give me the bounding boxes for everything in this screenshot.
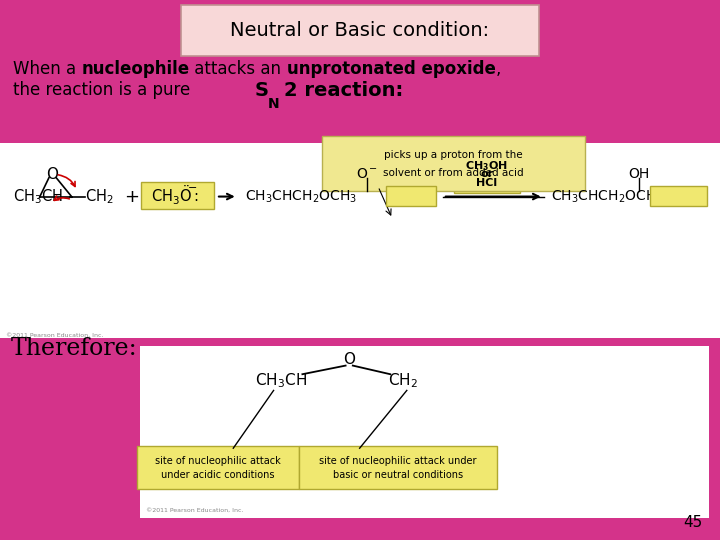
Text: solvent or from added acid: solvent or from added acid <box>383 168 524 178</box>
FancyBboxPatch shape <box>181 5 539 56</box>
Text: unprotonated epoxide: unprotonated epoxide <box>287 60 495 78</box>
Text: $\mathregular{CH_3CHCH_2OCH_3}$: $\mathregular{CH_3CHCH_2OCH_3}$ <box>245 188 357 205</box>
Text: $\mathregular{CH_2}$: $\mathregular{CH_2}$ <box>388 372 418 390</box>
Text: basic or neutral conditions: basic or neutral conditions <box>333 470 463 481</box>
FancyBboxPatch shape <box>454 158 520 193</box>
Text: ©2011 Pearson Education, Inc.: ©2011 Pearson Education, Inc. <box>6 332 103 338</box>
Text: N: N <box>268 97 280 111</box>
Text: Therefore:: Therefore: <box>11 337 138 360</box>
Text: $\mathregular{CH_3CH}$: $\mathregular{CH_3CH}$ <box>255 372 307 390</box>
Text: +: + <box>125 187 139 206</box>
FancyArrowPatch shape <box>58 175 75 186</box>
Text: the reaction is a pure: the reaction is a pure <box>13 81 195 99</box>
Text: attacks an: attacks an <box>189 60 287 78</box>
FancyBboxPatch shape <box>386 186 436 206</box>
Text: −: − <box>188 184 198 193</box>
Text: 45: 45 <box>683 515 702 530</box>
Text: When a: When a <box>13 60 81 78</box>
Text: S: S <box>254 80 268 100</box>
Text: ,: , <box>495 60 501 78</box>
FancyBboxPatch shape <box>299 446 497 489</box>
Text: $\mathregular{CH_3\ddot{O}:}$: $\mathregular{CH_3\ddot{O}:}$ <box>151 184 199 207</box>
Text: $\mathregular{O^-}$: $\mathregular{O^-}$ <box>356 167 378 181</box>
Text: 2 reaction:: 2 reaction: <box>284 80 403 100</box>
Text: or: or <box>480 170 493 179</box>
FancyBboxPatch shape <box>137 446 299 489</box>
Text: $\mathregular{CH_3OH}$: $\mathregular{CH_3OH}$ <box>465 159 508 173</box>
Text: ©2011 Pearson Education, Inc.: ©2011 Pearson Education, Inc. <box>146 508 243 513</box>
FancyArrowPatch shape <box>54 196 69 200</box>
Text: O: O <box>343 352 355 367</box>
FancyBboxPatch shape <box>140 346 709 518</box>
Text: HCl: HCl <box>476 178 498 188</box>
FancyBboxPatch shape <box>322 136 585 191</box>
FancyBboxPatch shape <box>141 182 214 209</box>
Text: $\mathregular{CH_3CHCH_2OCH_3}$: $\mathregular{CH_3CHCH_2OCH_3}$ <box>551 188 663 205</box>
Text: nucleophile: nucleophile <box>81 60 189 78</box>
Text: Neutral or Basic condition:: Neutral or Basic condition: <box>230 21 490 40</box>
Text: under acidic conditions: under acidic conditions <box>161 470 274 481</box>
Text: O: O <box>46 167 58 182</box>
FancyBboxPatch shape <box>0 143 720 338</box>
Text: site of nucleophilic attack under: site of nucleophilic attack under <box>319 456 477 467</box>
FancyBboxPatch shape <box>650 186 707 206</box>
Text: $\mathregular{CH_3CH}$: $\mathregular{CH_3CH}$ <box>13 187 63 206</box>
Text: site of nucleophilic attack: site of nucleophilic attack <box>155 456 281 467</box>
Text: picks up a proton from the: picks up a proton from the <box>384 150 523 160</box>
Text: OH: OH <box>629 167 650 181</box>
Text: $\mathregular{CH_2}$: $\mathregular{CH_2}$ <box>85 187 114 206</box>
